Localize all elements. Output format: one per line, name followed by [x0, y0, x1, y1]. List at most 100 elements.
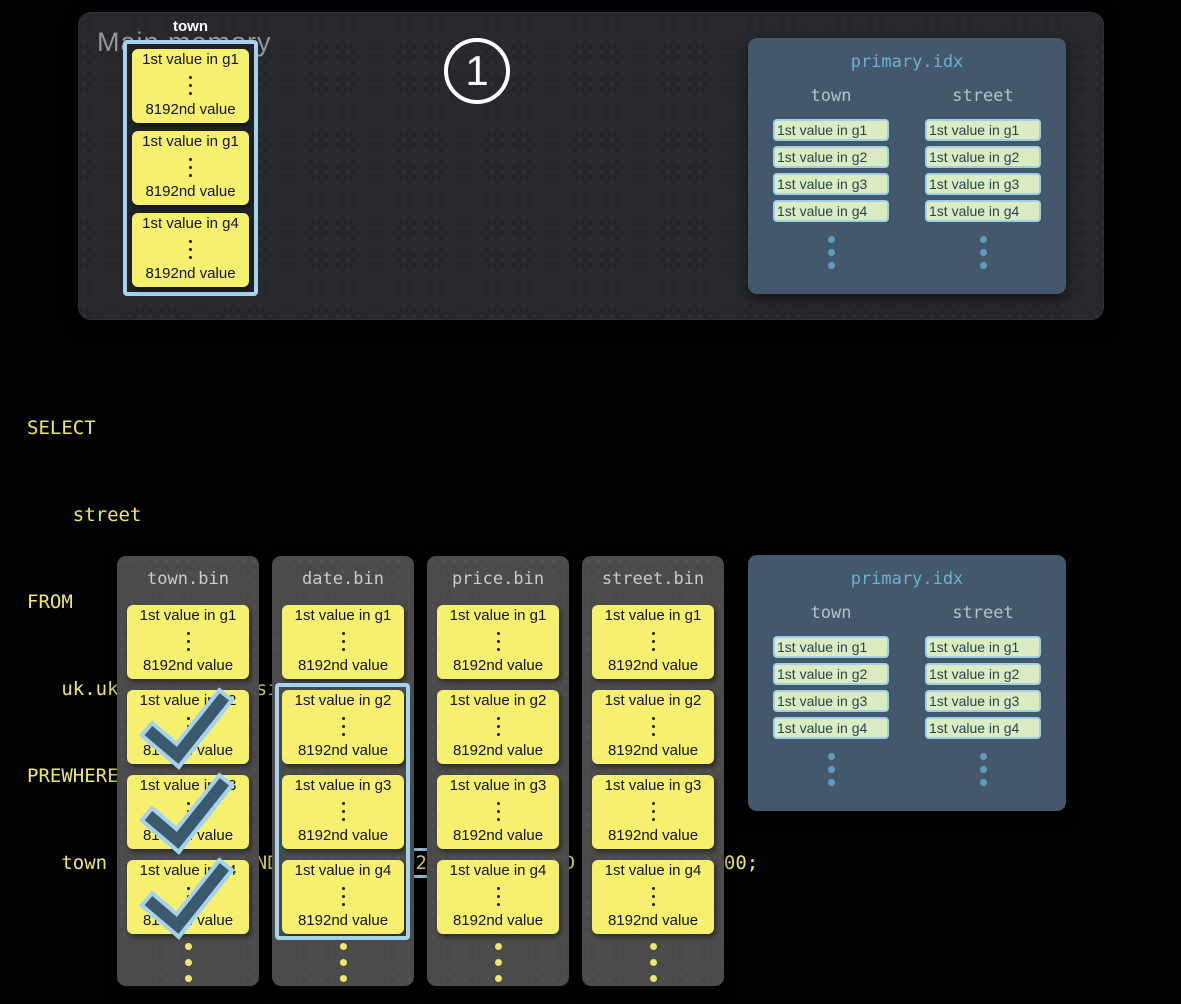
primary-idx-panel-top: primary.idx town 1st value in g1 1st val… [748, 38, 1066, 294]
granule-cell: 1st value in g3 8192nd value [592, 775, 714, 849]
idx-entry: 1st value in g2 [925, 146, 1041, 168]
granule-last-value: 8192nd value [297, 827, 389, 844]
sql-line: FROM [27, 591, 73, 613]
vertical-ellipsis-icon [189, 239, 192, 259]
granule-cell-checked: 1st value in g3 8192nd value [127, 772, 249, 855]
granule-last-value: 8192nd value [607, 827, 699, 844]
bin-title: street.bin [601, 569, 705, 589]
granule-last-value: 8192nd value [145, 265, 236, 282]
vertical-ellipsis-icon [651, 801, 655, 821]
primary-idx-columns: town 1st value in g1 1st value in g2 1st… [748, 603, 1066, 786]
vertical-ellipsis-icon [186, 631, 190, 651]
bin-granules: 1st value in g1 8192nd value 1st value i… [592, 605, 714, 934]
vertical-ellipsis-icon [496, 716, 500, 736]
vertical-ellipsis-icon [496, 631, 500, 651]
town-column-loaded-highlight: 1st value in g1 8192nd value 1st value i… [123, 40, 258, 296]
granule-first-value: 1st value in g1 [139, 607, 237, 624]
vertical-ellipsis-icon [496, 886, 500, 906]
vertical-ellipsis-icon [427, 943, 569, 982]
granule-cell: 1st value in g4 8192nd value [437, 860, 559, 934]
idx-entry: 1st value in g1 [925, 119, 1041, 141]
vertical-ellipsis-icon [341, 886, 345, 906]
granule-first-value: 1st value in g2 [449, 692, 547, 709]
granule-first-value: 1st value in g1 [604, 607, 702, 624]
bin-panel-date: date.bin 1st value in g1 8192nd value 1s… [272, 556, 414, 986]
granule-cell: 1st value in g4 8192nd value [282, 860, 404, 934]
granule-last-value: 8192nd value [452, 657, 544, 674]
granule-last-value: 8192nd value [142, 657, 234, 674]
vertical-ellipsis-icon [651, 631, 655, 651]
bin-panel-street: street.bin 1st value in g1 8192nd value … [582, 556, 724, 986]
bin-granules: 1st value in g1 8192nd value 1st value i… [282, 605, 404, 934]
granule-last-value: 8192nd value [452, 742, 544, 759]
checkmark-icon [138, 857, 235, 940]
vertical-ellipsis-icon [189, 157, 192, 177]
vertical-ellipsis-icon [827, 753, 835, 786]
granule-first-value: 1st value in g3 [449, 777, 547, 794]
granule-first-value: 1st value in g1 [294, 607, 392, 624]
vertical-ellipsis-icon [117, 943, 259, 982]
granule-first-value: 1st value in g1 [449, 607, 547, 624]
granule-first-value: 1st value in g4 [449, 862, 547, 879]
vertical-ellipsis-icon [979, 753, 987, 786]
granule-last-value: 8192nd value [607, 742, 699, 759]
granule-first-value: 1st value in g3 [604, 777, 702, 794]
vertical-ellipsis-icon [341, 631, 345, 651]
granule-last-value: 8192nd value [297, 742, 389, 759]
idx-entry: 1st value in g1 [773, 636, 889, 658]
checkmark-icon [138, 772, 235, 855]
idx-entry: 1st value in g4 [925, 200, 1041, 222]
granule-cell-checked: 1st value in g2 8192nd value [127, 687, 249, 770]
idx-entry: 1st value in g4 [773, 200, 889, 222]
idx-column-town: town 1st value in g1 1st value in g2 1st… [773, 86, 889, 269]
idx-entry: 1st value in g4 [925, 717, 1041, 739]
primary-idx-panel-bottom: primary.idx town 1st value in g1 1st val… [748, 555, 1066, 811]
granule-last-value: 8192nd value [297, 657, 389, 674]
granule-first-value: 1st value in g2 [604, 692, 702, 709]
bin-granules: 1st value in g1 8192nd value 1st value i… [437, 605, 559, 934]
vertical-ellipsis-icon [979, 236, 987, 269]
bin-granules: 1st value in g1 8192nd value 1st value i… [127, 605, 249, 940]
granule-cell: 1st value in g4 8192nd value [132, 213, 249, 287]
vertical-ellipsis-icon [341, 801, 345, 821]
idx-entry: 1st value in g2 [773, 146, 889, 168]
idx-entry: 1st value in g3 [773, 173, 889, 195]
idx-column-town: town 1st value in g1 1st value in g2 1st… [773, 603, 889, 786]
granule-cell: 1st value in g1 8192nd value [592, 605, 714, 679]
vertical-ellipsis-icon [651, 886, 655, 906]
granule-cell: 1st value in g2 8192nd value [592, 690, 714, 764]
idx-entry: 1st value in g3 [925, 173, 1041, 195]
sql-line: PREWHERE [27, 765, 119, 787]
granule-cell: 1st value in g4 8192nd value [592, 860, 714, 934]
idx-column-header: street [952, 603, 1014, 623]
sql-line: street [27, 504, 142, 526]
primary-idx-columns: town 1st value in g1 1st value in g2 1st… [748, 86, 1066, 269]
bin-panel-town: town.bin 1st value in g1 8192nd value 1s… [117, 556, 259, 986]
granule-last-value: 8192nd value [452, 912, 544, 929]
granule-first-value: 1st value in g3 [294, 777, 392, 794]
vertical-ellipsis-icon [582, 943, 724, 982]
granule-cell: 1st value in g3 8192nd value [282, 775, 404, 849]
vertical-ellipsis-icon [189, 75, 192, 95]
granule-first-value: 1st value in g4 [604, 862, 702, 879]
sql-line: SELECT [27, 417, 96, 439]
granule-cell: 1st value in g1 8192nd value [282, 605, 404, 679]
idx-column-header: town [810, 86, 852, 106]
idx-entry: 1st value in g2 [773, 663, 889, 685]
idx-column-street: street 1st value in g1 1st value in g2 1… [925, 86, 1041, 269]
granule-cell: 1st value in g1 8192nd value [132, 49, 249, 123]
granule-last-value: 8192nd value [145, 183, 236, 200]
granule-last-value: 8192nd value [607, 657, 699, 674]
bin-panel-price: price.bin 1st value in g1 8192nd value 1… [427, 556, 569, 986]
step-1-badge-icon: 1 [444, 38, 510, 104]
idx-entry: 1st value in g1 [925, 636, 1041, 658]
vertical-ellipsis-icon [651, 716, 655, 736]
granule-first-value: 1st value in g2 [294, 692, 392, 709]
granule-last-value: 8192nd value [145, 101, 236, 118]
vertical-ellipsis-icon [827, 236, 835, 269]
granule-cell: 1st value in g1 8192nd value [127, 605, 249, 679]
idx-entry: 1st value in g3 [773, 690, 889, 712]
idx-entry: 1st value in g3 [925, 690, 1041, 712]
idx-column-street: street 1st value in g1 1st value in g2 1… [925, 603, 1041, 786]
